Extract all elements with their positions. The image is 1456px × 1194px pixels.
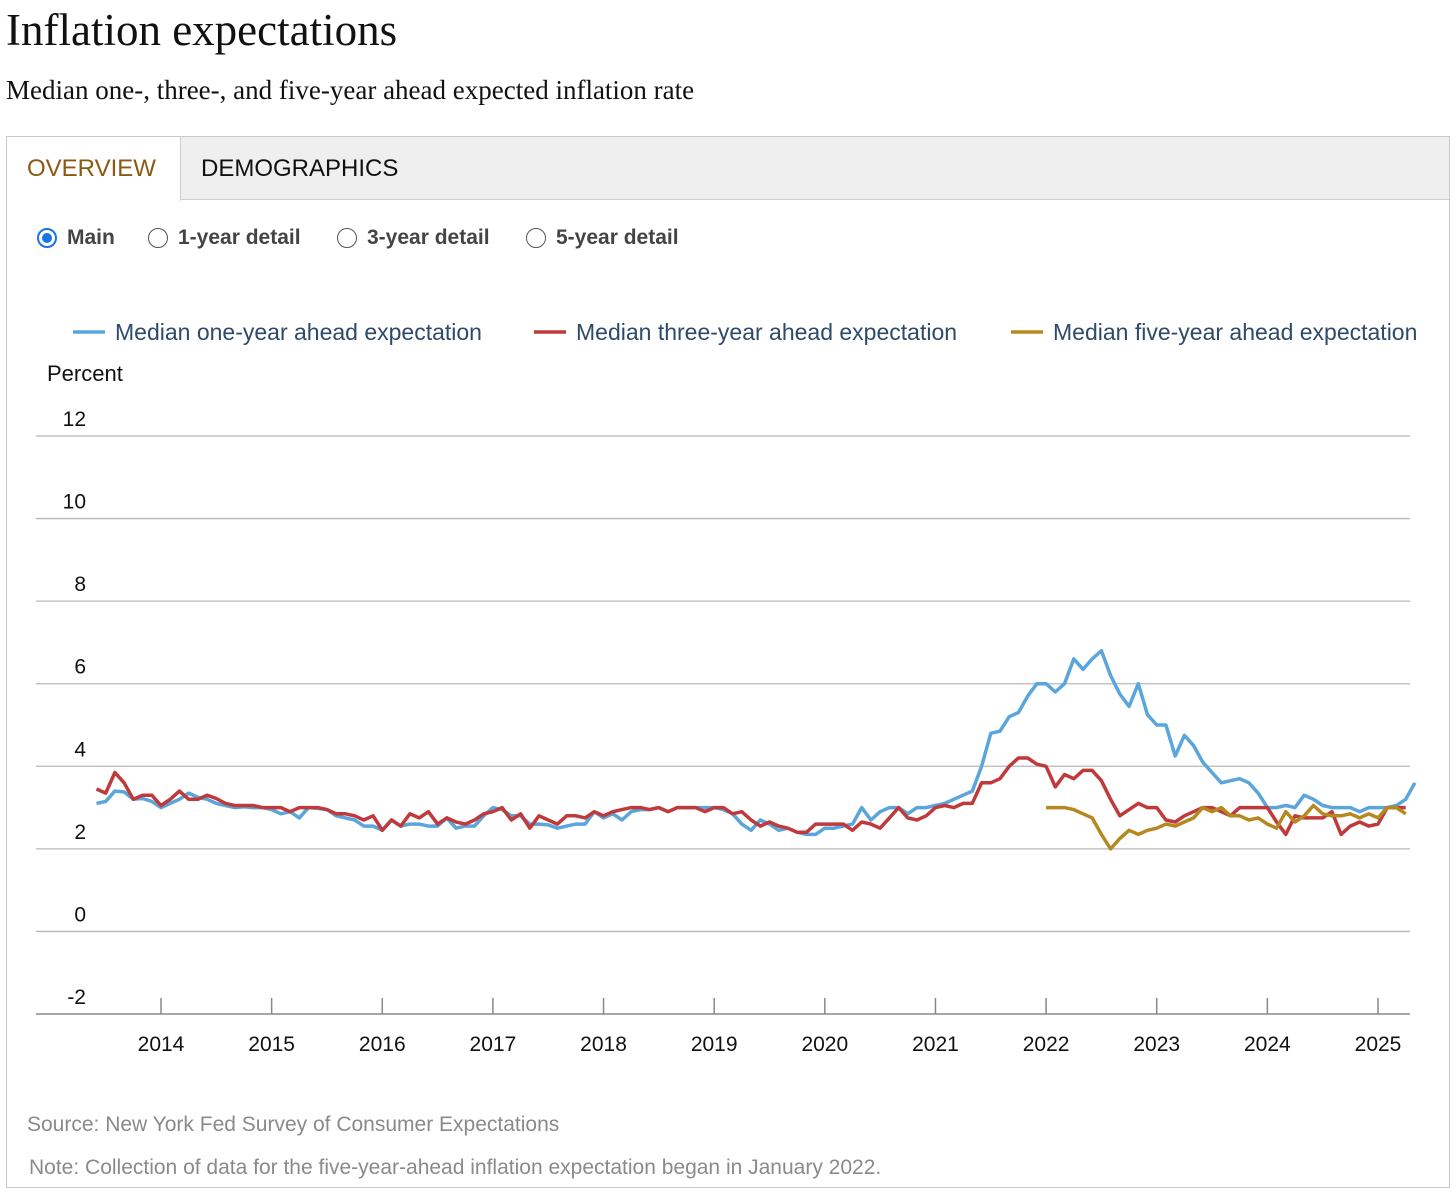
radio-5-year-detail[interactable]: 5-year detail xyxy=(526,223,679,253)
x-tick-label: 2018 xyxy=(580,1033,627,1056)
x-tick-label: 2020 xyxy=(801,1033,848,1056)
y-tick-label: 12 xyxy=(63,408,86,431)
x-tick-label: 2021 xyxy=(912,1033,959,1056)
y-gridlines: -2 0 2 4 6 8 10 12 xyxy=(36,408,1410,1009)
radio-label: Main xyxy=(67,226,115,249)
tab-overview[interactable]: OVERVIEW xyxy=(7,137,181,201)
data-series xyxy=(95,648,1417,851)
footnote: Note: Collection of data for the five-ye… xyxy=(29,1156,882,1179)
x-tick-label: 2022 xyxy=(1023,1033,1070,1056)
x-tick-label: 2015 xyxy=(248,1033,295,1056)
chart-legend: Median one-year ahead expectation Median… xyxy=(73,319,1417,345)
y-tick-label: -2 xyxy=(67,986,86,1009)
x-tick-label: 2014 xyxy=(138,1033,185,1056)
tab-demographics[interactable]: DEMOGRAPHICS xyxy=(201,155,399,182)
y-tick-label: 0 xyxy=(74,903,86,926)
chart-panel: OVERVIEW DEMOGRAPHICS Main 1-year detail… xyxy=(6,136,1450,1188)
y-tick-label: 8 xyxy=(74,573,86,596)
y-tick-label: 4 xyxy=(74,738,86,761)
radio-unselected-icon xyxy=(148,228,168,248)
y-tick-label: 6 xyxy=(74,656,86,679)
legend-label-three-year: Median three-year ahead expectation xyxy=(576,319,957,345)
legend-item-one-year[interactable]: Median one-year ahead expectation xyxy=(73,319,482,345)
radio-unselected-icon xyxy=(526,228,546,248)
radio-main[interactable]: Main xyxy=(37,223,115,253)
x-axis: 2014 2015 2016 2017 2018 2019 2020 2021 2022 2023… xyxy=(36,998,1410,1056)
radio-label: 3-year detail xyxy=(367,226,490,249)
tab-bar: OVERVIEW DEMOGRAPHICS xyxy=(7,137,1449,201)
one-year-series-line[interactable] xyxy=(96,648,1417,837)
legend-item-three-year[interactable]: Median three-year ahead expectation xyxy=(534,319,957,345)
radio-1-year-detail[interactable]: 1-year detail xyxy=(148,223,301,253)
radio-3-year-detail[interactable]: 3-year detail xyxy=(337,223,490,253)
x-tick-label: 2023 xyxy=(1133,1033,1180,1056)
x-tick-label: 2024 xyxy=(1244,1033,1291,1056)
y-tick-label: 10 xyxy=(63,491,86,514)
legend-label-five-year: Median five-year ahead expectation xyxy=(1053,319,1417,345)
page-subtitle: Median one-, three-, and five-year ahead… xyxy=(6,75,695,105)
legend-item-five-year[interactable]: Median five-year ahead expectation xyxy=(1011,319,1417,345)
three-year-series-line[interactable] xyxy=(95,756,1406,837)
source-note: Source: New York Fed Survey of Consumer … xyxy=(27,1113,560,1136)
legend-label-one-year: Median one-year ahead expectation xyxy=(115,319,482,345)
x-tick-label: 2025 xyxy=(1355,1033,1402,1056)
x-tick-label: 2016 xyxy=(359,1033,406,1056)
radio-selected-icon xyxy=(37,228,57,248)
radio-unselected-icon xyxy=(337,228,357,248)
five-year-series-line[interactable] xyxy=(1046,803,1407,851)
radio-label: 1-year detail xyxy=(178,226,301,249)
x-tick-label: 2019 xyxy=(691,1033,738,1056)
y-axis-title: Percent xyxy=(47,361,123,386)
radio-label: 5-year detail xyxy=(556,226,679,249)
x-tick-label: 2017 xyxy=(470,1033,517,1056)
y-tick-label: 2 xyxy=(74,821,86,844)
page-title: Inflation expectations xyxy=(6,5,398,55)
